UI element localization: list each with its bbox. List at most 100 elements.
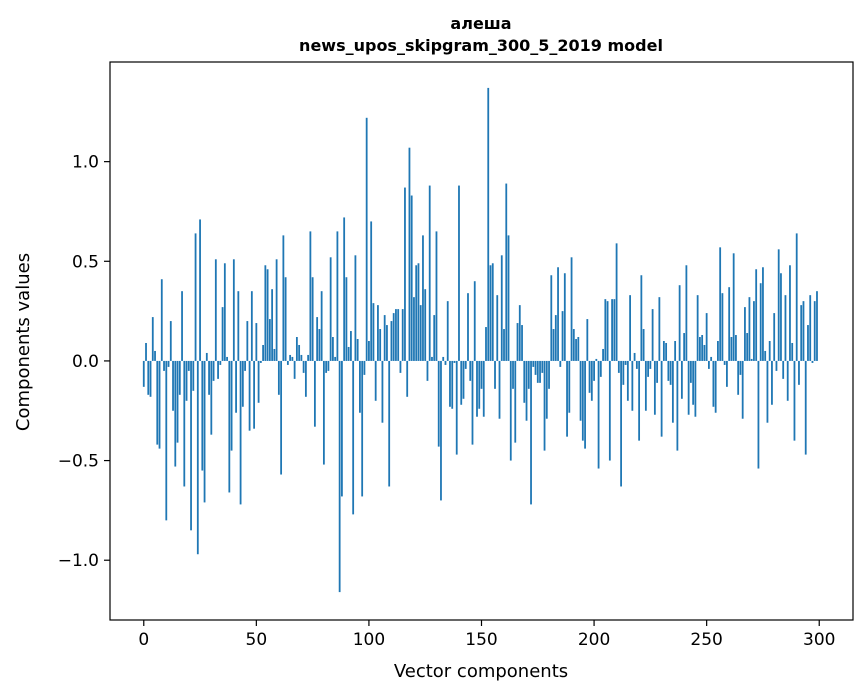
y-tick-label: 0.5: [72, 252, 99, 272]
bar-162: [507, 235, 510, 361]
bar-154: [489, 265, 492, 361]
bar-240: [683, 333, 686, 361]
bar-79: [320, 291, 323, 361]
bar-19: [185, 360, 188, 401]
bar-293: [802, 301, 805, 361]
x-tick-label: 150: [465, 630, 497, 650]
bar-41: [235, 360, 237, 413]
bar-16: [178, 360, 181, 395]
bar-36: [223, 263, 226, 361]
bar-261: [730, 337, 733, 361]
bar-178: [543, 360, 546, 451]
bar-181: [550, 275, 553, 361]
bar-111: [392, 313, 395, 361]
bar-196: [584, 360, 586, 449]
bar-248: [701, 335, 704, 361]
bar-49: [253, 360, 255, 429]
bar-171: [527, 360, 530, 389]
bar-207: [608, 360, 611, 461]
bar-104: [377, 305, 379, 361]
x-axis-ticks: 0 50 100 150 200 250 300: [138, 620, 835, 650]
x-axis-label: Vector components: [394, 661, 568, 682]
bar-106: [381, 360, 384, 423]
bar-242: [687, 360, 690, 415]
bar-254: [714, 360, 717, 413]
bar-72: [304, 360, 307, 397]
bar-95: [356, 339, 359, 361]
bar-292: [800, 305, 803, 361]
bar-208: [611, 299, 613, 361]
bar-176: [539, 360, 541, 383]
bar-89: [343, 217, 346, 361]
bar-253: [712, 360, 715, 407]
bar-281: [775, 360, 778, 371]
bar-9: [163, 360, 165, 371]
bar-37: [226, 356, 228, 361]
bar-134: [444, 360, 447, 365]
bar-297: [811, 360, 814, 363]
bar-1: [145, 342, 147, 361]
bar-264: [737, 360, 740, 395]
bar-10: [165, 360, 168, 521]
bar-250: [705, 313, 708, 361]
bar-55: [266, 269, 269, 361]
bar-195: [581, 360, 584, 441]
bar-185: [559, 360, 562, 367]
bar-77: [316, 317, 319, 361]
bar-93: [352, 360, 355, 515]
bar-226: [651, 309, 654, 361]
bar-86: [336, 231, 339, 361]
bar-210: [615, 243, 618, 361]
bar-83: [329, 257, 332, 361]
bar-187: [563, 273, 566, 361]
bar-46: [246, 321, 249, 361]
bar-262: [732, 253, 735, 361]
bar-228: [656, 360, 659, 383]
bar-257: [721, 293, 724, 361]
bar-270: [750, 358, 753, 361]
bar-61: [280, 360, 283, 475]
bar-100: [368, 341, 370, 361]
bar-143: [464, 360, 467, 369]
bar-138: [453, 360, 456, 363]
y-tick-label: 1.0: [72, 153, 99, 173]
bar-251: [708, 360, 710, 369]
bar-177: [541, 360, 544, 373]
bar-140: [458, 185, 460, 361]
bar-91: [347, 346, 350, 361]
bar-193: [577, 337, 580, 361]
bar-6: [156, 360, 159, 445]
bar-105: [379, 329, 382, 361]
bar-87: [338, 360, 341, 593]
bar-130: [435, 231, 438, 361]
bar-161: [505, 183, 508, 361]
bar-287: [789, 265, 791, 361]
bar-47: [248, 360, 251, 431]
bar-275: [762, 267, 764, 361]
bar-39: [230, 360, 233, 451]
bar-152: [485, 327, 487, 361]
y-tick-label: −0.5: [58, 452, 99, 472]
bar-194: [579, 360, 582, 421]
bar-123: [419, 305, 422, 361]
bar-278: [768, 341, 771, 361]
bar-199: [590, 360, 593, 401]
bar-54: [264, 265, 267, 361]
bar-15: [176, 360, 179, 443]
bar-272: [755, 269, 758, 361]
bar-94: [354, 255, 357, 361]
bar-168: [521, 325, 523, 361]
bar-150: [480, 360, 483, 389]
bar-252: [710, 356, 713, 361]
bar-296: [809, 295, 812, 361]
bar-35: [221, 307, 224, 361]
bar-3: [149, 360, 152, 397]
bar-239: [680, 360, 683, 399]
bar-201: [595, 358, 598, 361]
y-axis-ticks: −1.0 −0.5 0.0 0.5 1.0: [58, 153, 110, 571]
bar-241: [685, 265, 688, 361]
bar-17: [181, 291, 183, 361]
bar-283: [780, 273, 782, 361]
bar-43: [239, 360, 242, 505]
bar-268: [746, 333, 749, 361]
